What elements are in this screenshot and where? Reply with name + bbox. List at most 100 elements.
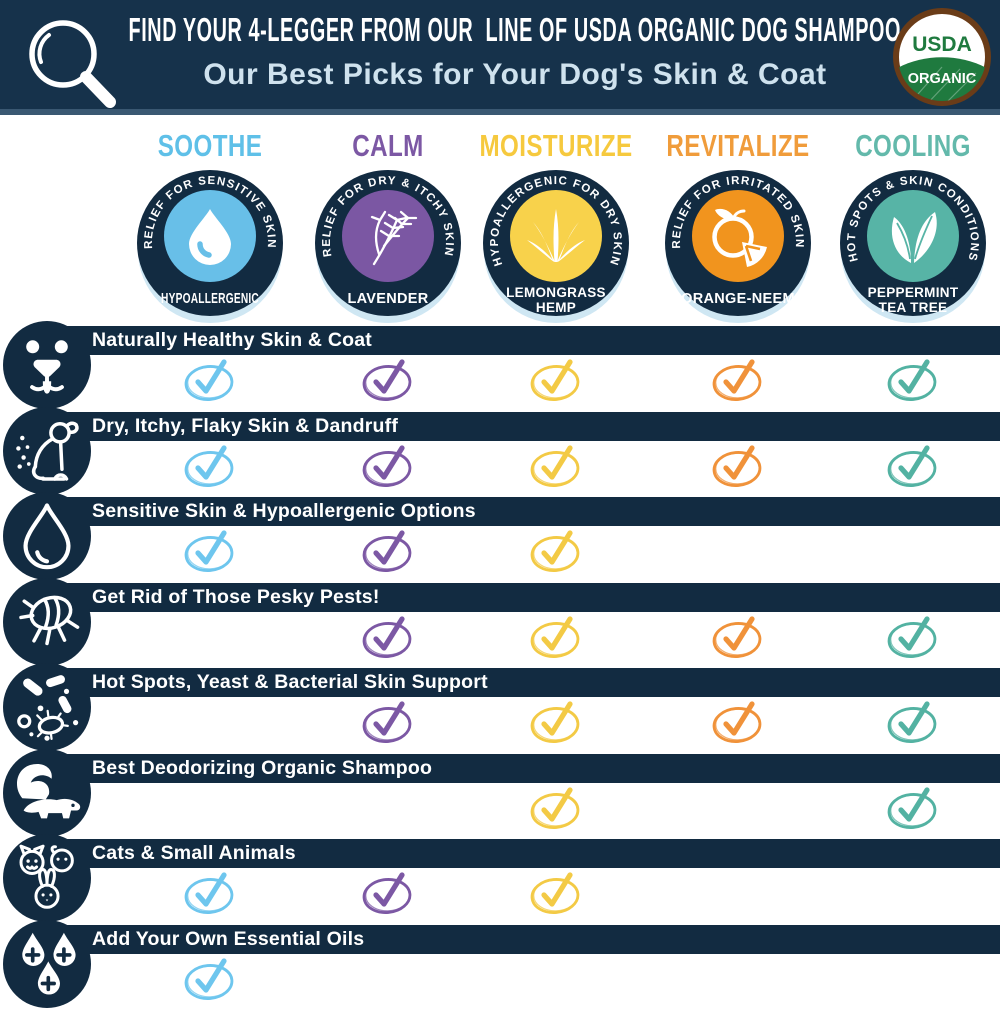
checkmark-icon [887, 786, 937, 829]
badge-product-name: TEA TREE [879, 300, 948, 315]
check-hot-spots-yeast-bacterial-skin-support-cooling [886, 698, 940, 745]
checkmark-icon [887, 615, 937, 658]
check-best-deodorizing-organic-shampoo-cooling [886, 784, 940, 831]
badge-product-name: ORANGE-NEEM [681, 291, 795, 307]
usda-organic-seal: USDA ORGANIC [893, 8, 991, 106]
check-sensitive-skin-hypoallergenic-options-calm [361, 527, 415, 574]
column-header-soothe: SOOTHE [157, 128, 263, 163]
feature-label: Hot Spots, Yeast & Bacterial Skin Suppor… [92, 671, 488, 693]
check-naturally-healthy-skin-coat-calm [361, 356, 415, 403]
usda-seal-bottom-label: ORGANIC [908, 71, 977, 87]
skunk-icon [3, 748, 91, 837]
check-hot-spots-yeast-bacterial-skin-support-calm [361, 698, 415, 745]
feature-row-hot-spots-yeast-bacterial-skin-support: Hot Spots, Yeast & Bacterial Skin Suppor… [0, 663, 1000, 754]
checkmark-icon [184, 872, 234, 914]
feature-row-cats-small-animals: Cats & Small Animals [0, 834, 1000, 925]
checkmark-icon [712, 615, 762, 658]
check-dry-itchy-flaky-skin-dandruff-revitalize [711, 442, 765, 489]
check-naturally-healthy-skin-coat-cooling [886, 356, 940, 403]
feature-bar: Hot Spots, Yeast & Bacterial Skin Suppor… [38, 668, 1000, 697]
feature-label: Cats & Small Animals [92, 842, 296, 864]
badge-inner-circle [692, 190, 784, 282]
column-header-calm: CALM [352, 128, 424, 163]
checkmark-icon [887, 359, 937, 401]
feature-label: Get Rid of Those Pesky Pests! [92, 585, 380, 608]
check-get-rid-of-those-pesky-pests-calm [361, 613, 415, 660]
check-get-rid-of-those-pesky-pests-cooling [886, 613, 940, 660]
checkmark-icon [184, 957, 234, 1000]
badge-product-name: PEPPERMINT [868, 285, 959, 300]
checkmark-icon [184, 359, 234, 401]
feature-bar: Add Your Own Essential Oils [38, 924, 1000, 954]
check-add-your-own-essential-oils-soothe [183, 955, 237, 1002]
checkmark-icon [362, 444, 412, 487]
page-subtitle: Our Best Picks for Your Dog's Skin & Coa… [203, 58, 827, 91]
check-naturally-healthy-skin-coat-moisturize [529, 356, 583, 403]
check-dry-itchy-flaky-skin-dandruff-moisturize [529, 442, 583, 489]
itchy-dog-icon [3, 406, 91, 495]
checkmark-icon [184, 530, 234, 572]
check-naturally-healthy-skin-coat-revitalize [711, 356, 765, 403]
feature-bar: Best Deodorizing Organic Shampoo [38, 753, 1000, 783]
feature-row-add-your-own-essential-oils: Add Your Own Essential Oils [0, 919, 1000, 1011]
checkmark-icon [362, 615, 412, 658]
checkmark-icon [887, 701, 937, 743]
check-cats-small-animals-soothe [183, 869, 237, 916]
flea-icon [3, 577, 91, 666]
checkmark-icon [362, 872, 412, 914]
badge-inner-circle [867, 190, 959, 282]
product-badge-moisturize: HYPOALLERGENIC FOR DRY SKIN LEMONGRASS H… [483, 170, 629, 323]
check-dry-itchy-flaky-skin-dandruff-cooling [886, 442, 940, 489]
dog-face-icon [3, 321, 91, 409]
header-text-block: FIND YOUR 4-LEGGER FROM OUR LINE OF USDA… [129, 8, 901, 98]
feature-label: Sensitive Skin & Hypoallergenic Options [92, 500, 476, 522]
badge-product-name: LAVENDER [347, 291, 428, 307]
feature-row-get-rid-of-those-pesky-pests: Get Rid of Those Pesky Pests! [0, 577, 1000, 669]
magnifier-icon [29, 20, 116, 108]
check-best-deodorizing-organic-shampoo-moisturize [529, 784, 583, 831]
check-get-rid-of-those-pesky-pests-revitalize [711, 613, 765, 660]
checkmark-icon [712, 701, 762, 743]
orange-icon [712, 208, 767, 267]
product-badge-soothe: RELIEF FOR SENSITIVE SKIN HYPOALLERGENIC [137, 170, 283, 323]
product-badge-calm: RELIEF FOR DRY & ITCHY SKIN LAVENDER [315, 170, 461, 323]
feature-bar: Get Rid of Those Pesky Pests! [38, 582, 1000, 612]
water-drop-icon [189, 209, 231, 265]
usda-seal-top-label: USDA [912, 33, 972, 56]
product-badge-revitalize: RELIEF FOR IRRITATED SKIN ORANGE-NEEM [665, 170, 811, 323]
checkmark-icon [712, 444, 762, 487]
feature-label: Add Your Own Essential Oils [92, 927, 365, 950]
product-badge-cooling: HOT SPOTS & SKIN CONDITIONS PEPPERMINT T… [840, 170, 986, 323]
checkmark-icon [530, 530, 580, 572]
feature-label: Best Deodorizing Organic Shampoo [92, 756, 433, 779]
feature-bar: Sensitive Skin & Hypoallergenic Options [38, 497, 1000, 526]
check-hot-spots-yeast-bacterial-skin-support-revitalize [711, 698, 765, 745]
feature-bar: Dry, Itchy, Flaky Skin & Dandruff [38, 411, 1000, 441]
check-sensitive-skin-hypoallergenic-options-moisturize [529, 527, 583, 574]
check-naturally-healthy-skin-coat-soothe [183, 356, 237, 403]
check-sensitive-skin-hypoallergenic-options-soothe [183, 527, 237, 574]
feature-label: Dry, Itchy, Flaky Skin & Dandruff [92, 414, 399, 437]
essential-oils-icon [3, 919, 91, 1008]
badge-product-name: HEMP [536, 300, 576, 315]
feature-bar: Naturally Healthy Skin & Coat [38, 326, 1000, 355]
checkmark-icon [362, 530, 412, 572]
lemongrass-icon [527, 209, 585, 262]
checkmark-icon [184, 444, 234, 487]
check-cats-small-animals-calm [361, 869, 415, 916]
small-animals-icon [3, 834, 91, 922]
check-get-rid-of-those-pesky-pests-moisturize [529, 613, 583, 660]
lavender-icon [370, 210, 418, 266]
feature-row-sensitive-skin-hypoallergenic-options: Sensitive Skin & Hypoallergenic Options [0, 492, 1000, 583]
feature-row-naturally-healthy-skin-coat: Naturally Healthy Skin & Coat [0, 321, 1000, 412]
check-dry-itchy-flaky-skin-dandruff-soothe [183, 442, 237, 489]
check-cats-small-animals-moisturize [529, 869, 583, 916]
header-banner: FIND YOUR 4-LEGGER FROM OUR LINE OF USDA… [0, 0, 1000, 115]
checkmark-icon [530, 615, 580, 658]
mint-icon [891, 212, 937, 263]
checkmark-icon [530, 701, 580, 743]
feature-label: Naturally Healthy Skin & Coat [92, 329, 372, 351]
column-header-cooling: COOLING [855, 128, 971, 163]
feature-row-best-deodorizing-organic-shampoo: Best Deodorizing Organic Shampoo [0, 748, 1000, 840]
